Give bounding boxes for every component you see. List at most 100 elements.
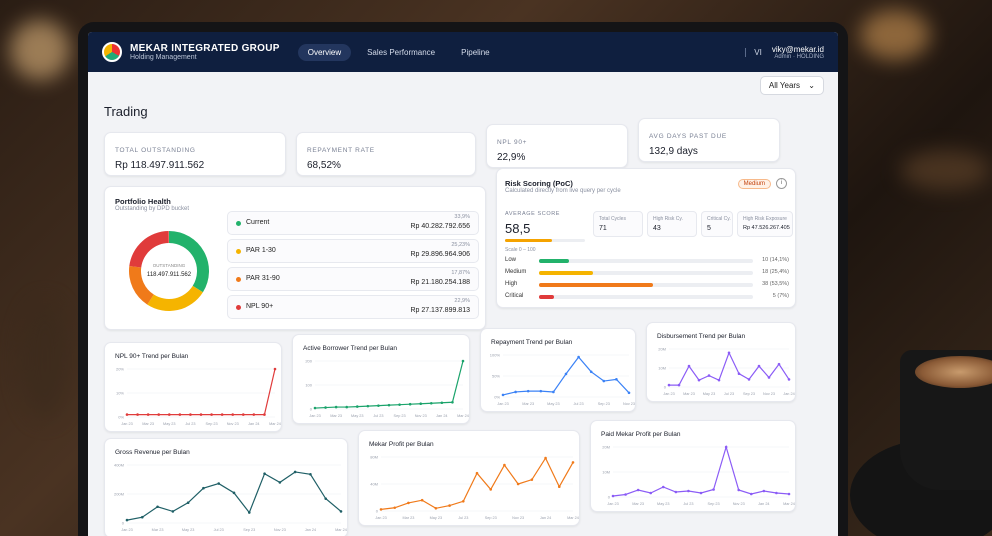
data-point[interactable]: [220, 413, 224, 416]
data-point[interactable]: [717, 378, 721, 382]
data-point[interactable]: [202, 486, 205, 490]
data-point[interactable]: [661, 485, 665, 489]
data-point[interactable]: [156, 505, 159, 509]
data-point[interactable]: [419, 402, 423, 406]
data-point[interactable]: [210, 413, 213, 416]
data-point[interactable]: [393, 506, 397, 510]
bucket-row-current[interactable]: Current 33,9% Rp 40.282.792.656: [227, 211, 479, 235]
data-point[interactable]: [757, 364, 761, 368]
data-point[interactable]: [677, 383, 681, 387]
data-point[interactable]: [627, 391, 631, 395]
data-point[interactable]: [501, 393, 505, 397]
data-point[interactable]: [398, 403, 401, 406]
data-point[interactable]: [624, 493, 627, 496]
data-point[interactable]: [140, 515, 144, 519]
data-point[interactable]: [514, 390, 517, 394]
data-point[interactable]: [377, 404, 380, 407]
data-point[interactable]: [577, 355, 580, 359]
data-point[interactable]: [737, 372, 741, 375]
data-point[interactable]: [589, 370, 593, 374]
data-point[interactable]: [217, 482, 221, 485]
data-point[interactable]: [775, 491, 778, 495]
data-point[interactable]: [697, 378, 701, 382]
data-point[interactable]: [313, 406, 317, 410]
data-point[interactable]: [125, 413, 129, 416]
data-point[interactable]: [712, 488, 715, 491]
data-point[interactable]: [157, 413, 161, 416]
data-point[interactable]: [516, 482, 520, 486]
data-point[interactable]: [530, 478, 534, 481]
data-point[interactable]: [687, 364, 691, 368]
data-point[interactable]: [231, 413, 235, 416]
data-point[interactable]: [552, 390, 555, 394]
data-point[interactable]: [125, 518, 129, 522]
data-point[interactable]: [489, 488, 493, 491]
data-point[interactable]: [526, 389, 530, 393]
donut-slice-3[interactable]: [129, 231, 169, 268]
data-point[interactable]: [749, 492, 753, 496]
donut-slice-1[interactable]: [147, 285, 203, 311]
bucket-row-par-31-90[interactable]: PAR 31-90 17,87% Rp 21.180.254.188: [227, 267, 479, 291]
data-point[interactable]: [379, 508, 383, 511]
bucket-row-par-1-30[interactable]: PAR 1-30 25,23% Rp 29.896.964.906: [227, 239, 479, 263]
data-point[interactable]: [247, 511, 251, 514]
data-point[interactable]: [777, 362, 781, 366]
data-point[interactable]: [544, 456, 547, 460]
user-menu[interactable]: VI viky@mekar.id Admin · HOLDING: [745, 45, 824, 60]
data-point[interactable]: [667, 383, 671, 387]
data-point[interactable]: [571, 461, 575, 464]
data-point[interactable]: [407, 501, 410, 505]
data-point[interactable]: [611, 494, 615, 498]
tab-sales-performance[interactable]: Sales Performance: [367, 47, 436, 57]
data-point[interactable]: [324, 406, 327, 409]
data-point[interactable]: [636, 488, 640, 492]
data-point[interactable]: [615, 378, 618, 381]
data-point[interactable]: [461, 359, 465, 363]
data-point[interactable]: [324, 497, 328, 500]
donut-slice-2[interactable]: [129, 265, 154, 305]
data-point[interactable]: [539, 389, 543, 393]
data-point[interactable]: [146, 413, 150, 416]
data-point[interactable]: [434, 507, 438, 510]
data-point[interactable]: [787, 378, 791, 381]
data-point[interactable]: [707, 374, 711, 377]
data-point[interactable]: [557, 485, 561, 488]
data-point[interactable]: [263, 413, 266, 416]
data-point[interactable]: [186, 501, 190, 504]
data-point[interactable]: [136, 413, 139, 416]
data-point[interactable]: [461, 499, 465, 503]
data-point[interactable]: [309, 472, 312, 476]
data-point[interactable]: [278, 481, 282, 484]
data-point[interactable]: [178, 413, 182, 416]
data-point[interactable]: [429, 401, 433, 405]
data-point[interactable]: [451, 400, 454, 404]
data-point[interactable]: [747, 378, 751, 381]
data-point[interactable]: [199, 413, 203, 416]
tab-overview[interactable]: Overview: [297, 43, 352, 61]
data-point[interactable]: [564, 372, 568, 376]
bucket-row-npl-90[interactable]: NPL 90+ 22,9% Rp 27.137.899.813: [227, 295, 479, 319]
data-point[interactable]: [475, 471, 479, 475]
data-point[interactable]: [334, 405, 338, 409]
data-point[interactable]: [503, 463, 506, 467]
brand[interactable]: MEKAR INTEGRATED GROUP Holding Managemen…: [130, 43, 280, 61]
data-point[interactable]: [602, 379, 606, 383]
data-point[interactable]: [420, 498, 424, 502]
data-point[interactable]: [767, 376, 771, 379]
data-point[interactable]: [699, 491, 703, 495]
data-point[interactable]: [727, 351, 731, 355]
data-point[interactable]: [762, 489, 766, 493]
data-point[interactable]: [787, 492, 791, 496]
data-point[interactable]: [408, 402, 412, 406]
data-point[interactable]: [241, 413, 245, 416]
data-point[interactable]: [440, 401, 444, 405]
tab-pipeline[interactable]: Pipeline: [461, 47, 490, 57]
data-point[interactable]: [293, 470, 297, 474]
data-point[interactable]: [687, 489, 690, 493]
data-point[interactable]: [339, 510, 343, 513]
data-point[interactable]: [649, 491, 653, 495]
data-point[interactable]: [232, 491, 236, 495]
data-point[interactable]: [189, 413, 192, 416]
data-point[interactable]: [387, 403, 391, 407]
data-point[interactable]: [737, 488, 741, 492]
